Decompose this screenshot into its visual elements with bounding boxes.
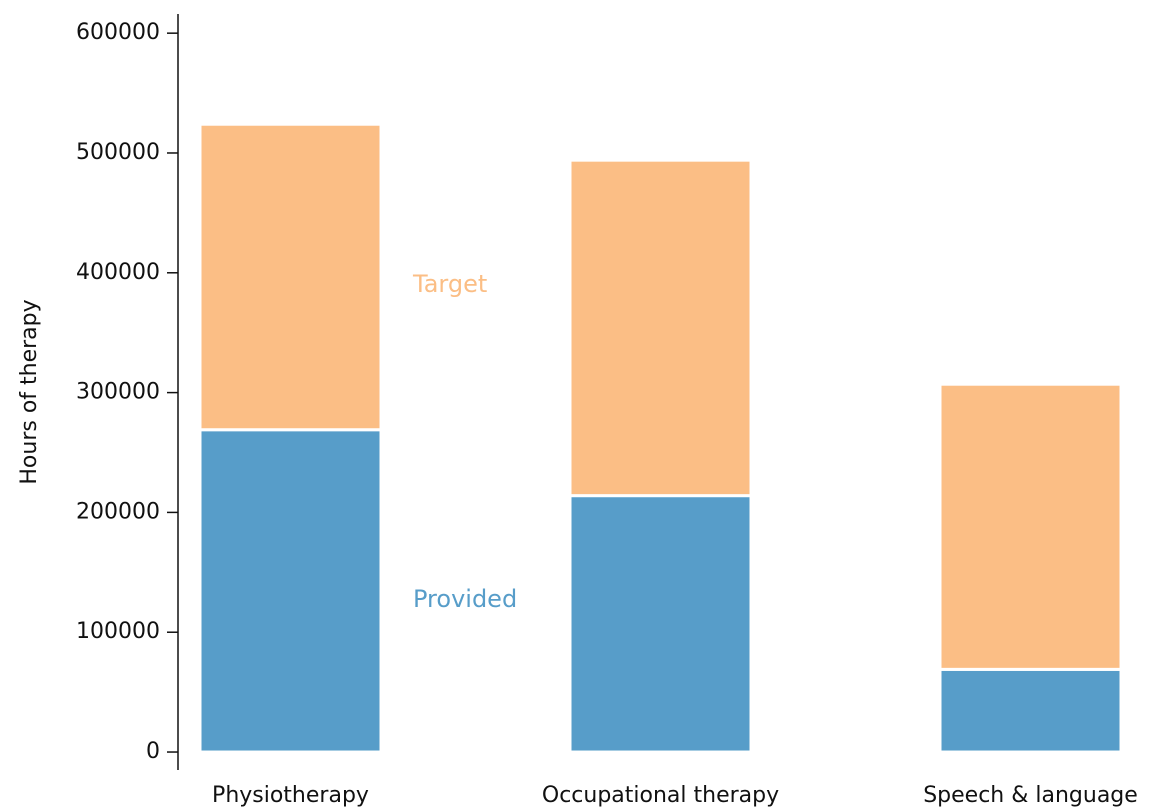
y-tick-label: 0 [146,739,160,764]
bar-segment [938,382,1123,671]
y-tick-label: 500000 [76,140,160,165]
bar-segment [198,122,383,432]
y-tick-label: 300000 [76,380,160,405]
y-tick-label: 400000 [76,260,160,285]
bar-segment [938,667,1123,754]
x-tick-label: Speech & language [923,783,1138,808]
x-tick-label: Physiotherapy [212,783,369,808]
x-tick-label: Occupational therapy [542,783,779,808]
bar-segment [198,428,383,754]
bar-segment [568,158,753,498]
y-tick-label: 600000 [76,20,160,45]
y-tick-label: 100000 [76,619,160,644]
y-tick-label: 200000 [76,499,160,524]
legend-label: Target [412,270,487,298]
y-axis-label: Hours of therapy [17,299,42,484]
legend-label: Provided [413,585,517,613]
bar-segment [568,494,753,754]
